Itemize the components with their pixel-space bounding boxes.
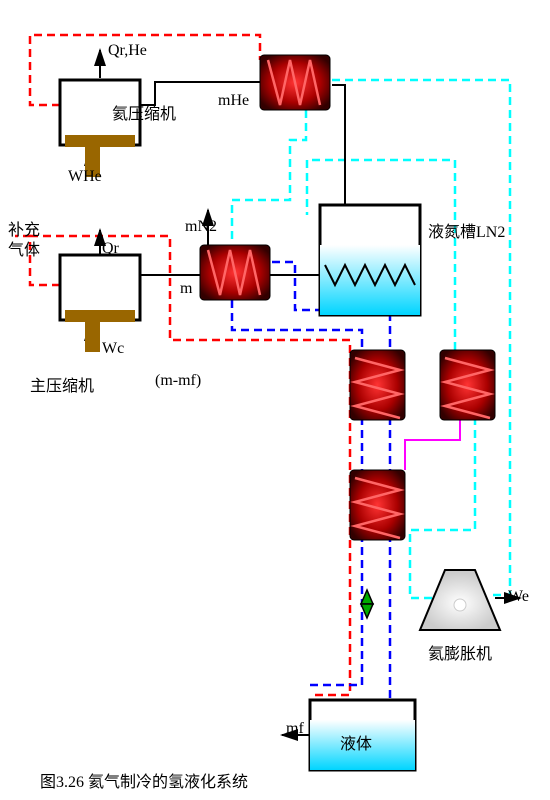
main-compressor: [60, 255, 140, 352]
label-m: m: [180, 280, 192, 298]
label-we: We: [508, 588, 529, 606]
magenta-lines: [405, 420, 460, 470]
label-he-compressor: 氦压缩机: [112, 100, 176, 124]
label-mn2: mN2: [185, 218, 217, 236]
label-main-compressor: 主压缩机: [30, 372, 94, 396]
diagram-svg: [0, 0, 550, 800]
label-whe: WHe: [68, 168, 102, 186]
hx5: [350, 470, 405, 540]
label-mf: mf: [286, 720, 304, 738]
hx2: [200, 245, 270, 300]
label-qr: Qr: [102, 240, 119, 258]
figure-caption: 图3.26 氦气制冷的氢液化系统: [40, 768, 248, 792]
label-wc: Wc: [102, 340, 124, 358]
label-liquid: 液体: [340, 730, 372, 754]
he-compressor: [60, 80, 140, 177]
label-ln2-tank: 液氮槽LN2: [428, 218, 505, 242]
ln2-tank: [320, 205, 420, 315]
label-he-expander: 氦膨胀机: [428, 640, 492, 664]
label-mhe: mHe: [218, 92, 249, 110]
hx3: [350, 350, 405, 420]
he-expander: [420, 570, 500, 630]
label-qr-he: Qr,He: [108, 42, 147, 60]
hx4: [440, 350, 495, 420]
hx1: [260, 55, 330, 110]
label-makeup2: 气体: [8, 236, 40, 260]
label-m-mf: (m-mf): [155, 372, 201, 390]
